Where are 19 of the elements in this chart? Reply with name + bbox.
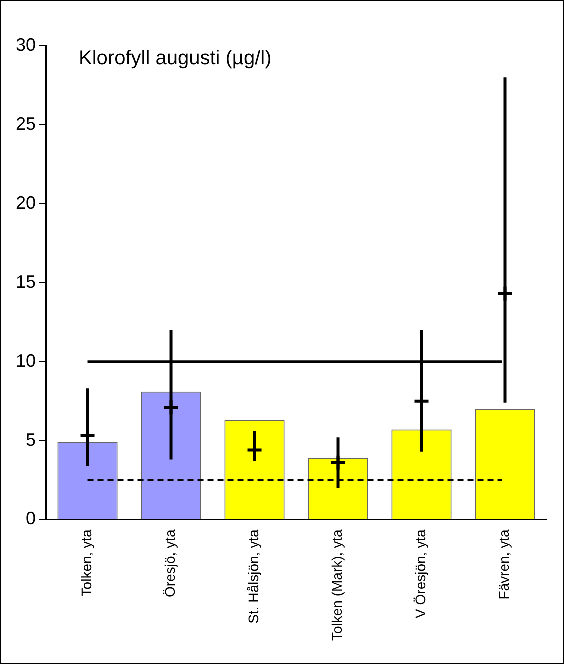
point	[162, 399, 180, 416]
x-tick-label: Fävren, yta	[496, 530, 512, 600]
x-tick-label: Tolken, yta	[78, 530, 95, 597]
y-tick-label: 0	[26, 508, 36, 529]
point	[79, 428, 96, 445]
y-tick-label: 10	[16, 350, 36, 371]
y-tick-label: 15	[16, 272, 36, 292]
point	[496, 285, 514, 302]
x-tick-label: St. Hålsjön, yta	[246, 530, 262, 624]
y-tick-label: 25	[16, 114, 36, 134]
point	[330, 454, 347, 472]
x-tick-label: Öresjö, yta	[162, 530, 178, 598]
x-tick-label: V Öresjön, yta	[412, 530, 429, 618]
point	[413, 392, 430, 410]
y-tick-label: 20	[16, 192, 36, 213]
x-tick-label: Tolken (Mark), yta	[329, 530, 346, 641]
chart-title: Klorofyll augusti (µg/l)	[79, 48, 272, 70]
y-tick-label: 30	[16, 34, 36, 55]
y-tick-label: 5	[26, 430, 36, 450]
